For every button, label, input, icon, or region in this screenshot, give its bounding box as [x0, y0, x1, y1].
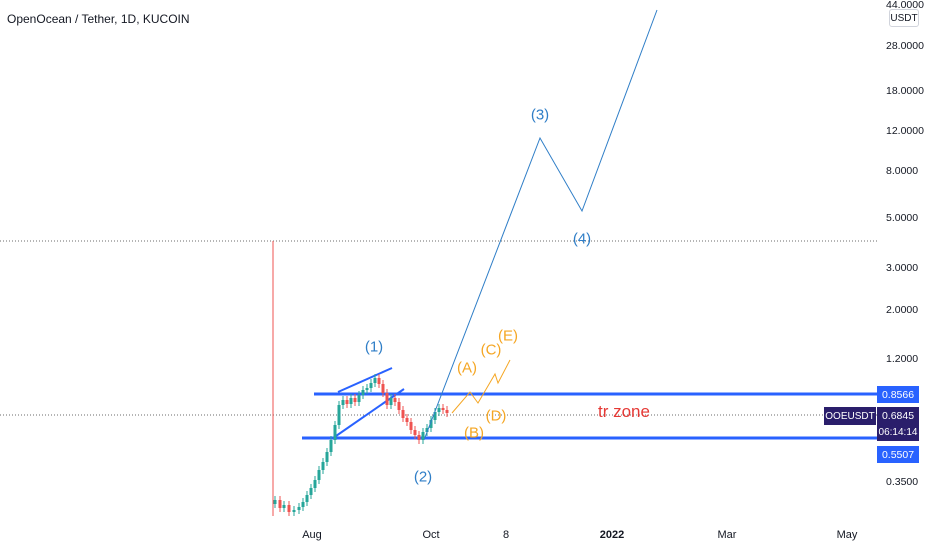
candle-body: [337, 405, 341, 425]
candle-body: [365, 388, 369, 390]
candle-body: [357, 395, 361, 402]
price-tick: 5.0000: [886, 212, 919, 224]
upper-zone-price-label: 0.8566: [877, 386, 919, 403]
candle-body: [433, 412, 437, 420]
candle-body: [353, 398, 357, 402]
candle-body: [297, 507, 301, 510]
candle-body: [321, 462, 325, 470]
candle-body: [313, 480, 317, 488]
candle-body: [393, 398, 397, 402]
candle-body: [329, 440, 333, 452]
candlestick-series: [273, 374, 449, 516]
price-tick: 2.0000: [886, 304, 919, 316]
candle-body: [413, 430, 417, 435]
candle-body: [341, 400, 345, 405]
price-tick: 0.3500: [886, 476, 919, 488]
candle-body: [349, 398, 353, 404]
candle-body: [397, 402, 401, 410]
countdown-label: 06:14:14: [877, 424, 919, 441]
current-price-label: 0.6845: [877, 407, 919, 424]
wave-label-c: (C): [480, 341, 502, 359]
candle-body: [333, 425, 337, 440]
candle-body: [437, 408, 441, 412]
time-tick: May: [836, 529, 858, 541]
candle-body: [292, 510, 296, 512]
candle-body: [345, 400, 349, 404]
elliott-wave-projection[interactable]: [423, 9, 658, 441]
candle-body: [377, 378, 381, 384]
candle-body: [429, 420, 433, 428]
candle-body: [401, 410, 405, 418]
candle-body: [421, 432, 425, 440]
time-tick: Mar: [717, 529, 737, 541]
wedge-top-line[interactable]: [337, 367, 393, 393]
wave-label-e: (E): [498, 327, 518, 345]
wedge-bottom-line[interactable]: [335, 388, 405, 437]
chart-title: OpenOcean / Tether, 1D, KUCOIN: [7, 12, 190, 26]
candle-body: [373, 378, 377, 383]
candle-body: [309, 488, 313, 495]
candle-body: [273, 500, 277, 504]
zone-label: tr zone: [598, 402, 650, 421]
wave-label-a: (A): [457, 359, 477, 377]
candle-body: [317, 470, 321, 480]
wave-label-b: (B): [464, 424, 484, 442]
price-tick: 3.0000: [886, 262, 919, 274]
candle-body: [417, 435, 421, 440]
candle-body: [301, 502, 305, 507]
candle-body: [305, 495, 309, 502]
candle-body: [325, 452, 329, 462]
time-tick: 8: [502, 529, 510, 541]
candle-body: [361, 390, 365, 395]
candle-body: [425, 428, 429, 432]
candle-body: [445, 410, 449, 413]
candle-body: [278, 500, 282, 508]
wave-label-4: (4): [572, 230, 592, 248]
wave-label-1: (1): [364, 338, 384, 356]
price-tick: 44.0000: [886, 0, 924, 11]
candle-body: [369, 383, 373, 388]
price-tick: 12.0000: [886, 125, 924, 137]
candle-body: [287, 505, 291, 512]
wave-label-3: (3): [530, 106, 550, 124]
candle-body: [441, 408, 445, 410]
price-tick: 1.2000: [886, 353, 919, 365]
candle-body: [409, 422, 413, 430]
candle-body: [381, 384, 385, 393]
abcde-projection[interactable]: [451, 359, 511, 414]
wave-label-d: (D): [485, 407, 507, 425]
currency-unit-button[interactable]: USDT: [889, 9, 919, 27]
price-tick: 28.0000: [886, 40, 924, 52]
candle-body: [282, 505, 286, 508]
wave-label-2: (2): [413, 468, 433, 486]
time-tick: 2022: [599, 529, 625, 541]
time-tick: Oct: [422, 529, 440, 541]
price-tick: 8.0000: [886, 165, 919, 177]
lower-zone-price-label: 0.5507: [877, 446, 919, 463]
symbol-label: OOEUSDT: [824, 407, 876, 425]
time-tick: Aug: [302, 529, 322, 541]
candle-body: [389, 398, 393, 405]
candle-body: [405, 418, 409, 422]
price-tick: 18.0000: [886, 85, 924, 97]
candle-body: [385, 393, 389, 405]
